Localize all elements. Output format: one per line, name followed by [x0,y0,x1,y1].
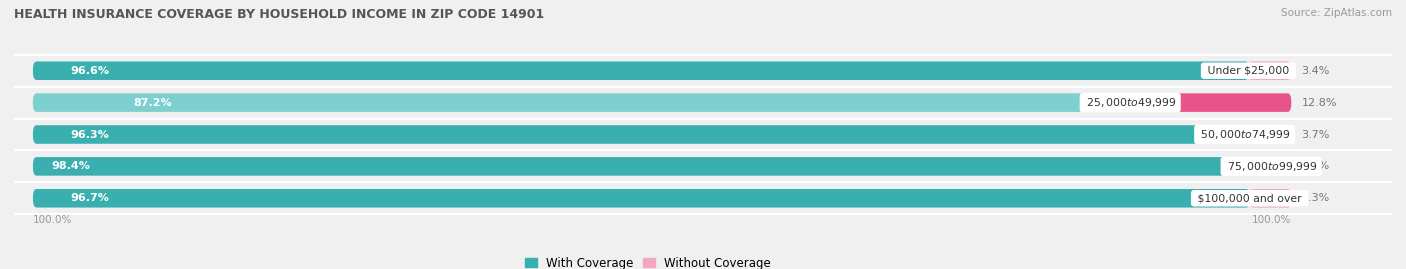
FancyBboxPatch shape [32,125,1291,144]
Text: 87.2%: 87.2% [134,98,172,108]
Text: 3.4%: 3.4% [1302,66,1330,76]
Text: 96.7%: 96.7% [70,193,110,203]
FancyBboxPatch shape [1250,189,1291,207]
Text: $75,000 to $99,999: $75,000 to $99,999 [1223,160,1319,173]
Text: 3.3%: 3.3% [1302,193,1330,203]
Text: Source: ZipAtlas.com: Source: ZipAtlas.com [1281,8,1392,18]
Text: $25,000 to $49,999: $25,000 to $49,999 [1083,96,1177,109]
Text: $50,000 to $74,999: $50,000 to $74,999 [1198,128,1292,141]
Text: 98.4%: 98.4% [52,161,90,171]
FancyBboxPatch shape [32,62,1249,80]
Text: HEALTH INSURANCE COVERAGE BY HOUSEHOLD INCOME IN ZIP CODE 14901: HEALTH INSURANCE COVERAGE BY HOUSEHOLD I… [14,8,544,21]
FancyBboxPatch shape [1244,125,1291,144]
FancyBboxPatch shape [32,125,1244,144]
Text: 96.3%: 96.3% [70,129,110,140]
Text: 3.7%: 3.7% [1302,129,1330,140]
Text: 1.6%: 1.6% [1302,161,1330,171]
Text: 12.8%: 12.8% [1302,98,1337,108]
FancyBboxPatch shape [1271,157,1291,176]
FancyBboxPatch shape [1249,62,1291,80]
FancyBboxPatch shape [32,157,1291,176]
FancyBboxPatch shape [32,189,1291,207]
FancyBboxPatch shape [32,93,1291,112]
FancyBboxPatch shape [32,62,1291,80]
FancyBboxPatch shape [1130,93,1291,112]
Legend: With Coverage, Without Coverage: With Coverage, Without Coverage [524,257,770,269]
Text: 96.6%: 96.6% [70,66,110,76]
FancyBboxPatch shape [32,189,1250,207]
Text: $100,000 and over: $100,000 and over [1194,193,1305,203]
FancyBboxPatch shape [32,93,1130,112]
Text: 100.0%: 100.0% [1251,215,1291,225]
Text: Under $25,000: Under $25,000 [1204,66,1294,76]
FancyBboxPatch shape [32,157,1271,176]
Text: 100.0%: 100.0% [32,215,72,225]
